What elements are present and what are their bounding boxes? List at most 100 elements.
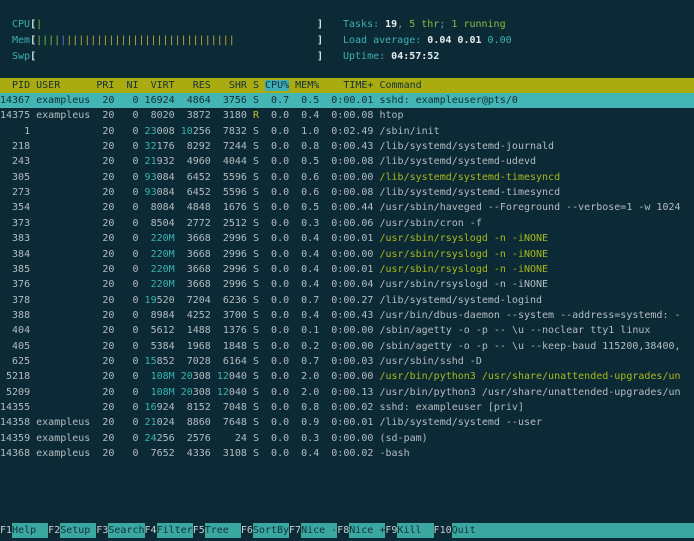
process-row[interactable]: 378 20 0 19520 7204 6236 S 0.0 0.7 0:00.… — [0, 293, 694, 308]
user — [36, 341, 90, 352]
command: /usr/sbin/sshd -D — [379, 355, 482, 367]
process-row-selected[interactable]: 14367 exampleus 20 0 16924 4864 3756 S 0… — [0, 93, 694, 108]
process-row[interactable]: 243 20 0 21932 4960 4044 S 0.0 0.5 0:00.… — [0, 154, 694, 169]
process-row[interactable]: 14358 exampleus 20 0 21024 8860 7648 S 0… — [0, 415, 694, 430]
mem-percent: 0.4 — [295, 309, 320, 321]
virt: 93084 — [145, 172, 175, 183]
res-thousands: 10 — [180, 125, 193, 137]
footer-help-button[interactable]: Help — [12, 523, 49, 538]
cpu-percent: 0.0 — [265, 233, 290, 245]
pid: 305 — [0, 171, 31, 183]
process-row[interactable]: 405 20 0 5384 1968 1848 S 0.0 0.2 0:00.0… — [0, 339, 694, 354]
column-time-header[interactable]: TIME+ — [325, 80, 374, 91]
priority: 20 — [96, 309, 115, 321]
process-row[interactable]: 305 20 0 93084 6452 5596 S 0.0 0.6 0:00.… — [0, 170, 694, 185]
res: 3668 — [180, 248, 211, 260]
user — [36, 233, 90, 244]
virt: 32176 — [145, 141, 175, 152]
column-pri-header[interactable]: PRI — [96, 80, 115, 91]
mem-meter-label: Mem — [12, 35, 31, 46]
shr: 2996 — [216, 263, 247, 275]
column-ni-header[interactable]: NI — [120, 80, 139, 91]
process-row[interactable]: 218 20 0 32176 8292 7244 S 0.0 0.8 0:00.… — [0, 139, 694, 154]
cpu-percent: 0.0 — [265, 386, 290, 398]
column-shr-header[interactable]: SHR — [216, 80, 247, 91]
footer-kill-button[interactable]: Kill — [397, 523, 434, 538]
user — [36, 279, 90, 290]
virt: 220M — [144, 263, 175, 275]
sep: , — [397, 19, 410, 30]
res: 4960 — [180, 156, 211, 168]
state: S — [252, 171, 259, 183]
priority: 20 — [96, 202, 115, 214]
command: sshd: exampleuser@pts/0 — [379, 95, 518, 106]
column-cpu-header[interactable]: CPU% — [265, 80, 290, 91]
cpu-percent: 0.0 — [265, 263, 290, 275]
shr: 2512 — [216, 217, 247, 229]
virt-units: 176 — [156, 141, 175, 153]
column-s-header[interactable]: S — [252, 80, 259, 91]
footer-search-button[interactable]: Search — [108, 523, 145, 538]
process-row[interactable]: 373 20 0 8504 2772 2512 S 0.0 0.3 0:00.0… — [0, 216, 694, 231]
column-user-header[interactable]: USER — [36, 80, 91, 91]
process-row[interactable]: 5209 20 0 108M 20308 12040 S 0.0 2.0 0:0… — [0, 385, 694, 400]
nice: 0 — [120, 248, 139, 260]
process-row[interactable]: 385 20 0 220M 3668 2996 S 0.0 0.4 0:00.0… — [0, 262, 694, 277]
command: -bash — [379, 448, 410, 460]
process-row[interactable]: 354 20 0 8084 4848 1676 S 0.0 0.5 0:00.4… — [0, 200, 694, 215]
cpu-percent: 0.0 — [265, 110, 290, 122]
virt: 93084 — [145, 187, 175, 198]
footer-quit-button[interactable]: Quit — [451, 523, 694, 538]
command: /usr/bin/dbus-daemon --system --address=… — [379, 309, 681, 321]
pid: 384 — [0, 248, 31, 260]
cpu-percent: 0.0 — [265, 156, 290, 168]
bracket: ] — [317, 19, 324, 30]
virt-thousands: 21 — [144, 156, 157, 168]
column-pid-header[interactable]: PID — [0, 80, 31, 91]
user — [36, 325, 90, 336]
function-key-f4: F4 — [144, 525, 157, 536]
virt: 7652 — [144, 448, 175, 460]
process-row[interactable]: 14355 20 0 16924 8152 7048 S 0.0 0.8 0:0… — [0, 400, 694, 415]
uptime-label: Uptime: — [343, 51, 392, 62]
state: S — [252, 386, 259, 398]
process-row[interactable]: 14359 exampleus 20 0 24256 2576 24 S 0.0… — [0, 431, 694, 446]
time: 0:00.00 — [325, 340, 374, 352]
column-command-header[interactable]: Command — [379, 80, 422, 91]
time: 0:00.06 — [325, 217, 374, 229]
process-row[interactable]: 5218 20 0 108M 20308 12040 S 0.0 2.0 0:0… — [0, 369, 694, 384]
process-row[interactable]: 14375 exampleus 20 0 8020 3872 3180 R 0.… — [0, 108, 694, 123]
user: exampleus — [36, 432, 91, 444]
process-row[interactable]: 388 20 0 8984 4252 3700 S 0.0 0.4 0:00.4… — [0, 308, 694, 323]
footer-sortby-button[interactable]: SortBy — [252, 523, 290, 538]
res: 20308 — [181, 371, 211, 382]
sep: ; — [439, 19, 452, 30]
time: 0:00.43 — [325, 309, 374, 321]
state: S — [252, 95, 259, 106]
process-row[interactable]: 384 20 0 220M 3668 2996 S 0.0 0.4 0:00.0… — [0, 247, 694, 262]
footer-nice--button[interactable]: Nice - — [301, 523, 338, 538]
priority: 20 — [96, 187, 115, 199]
process-row[interactable]: 383 20 0 220M 3668 2996 S 0.0 0.4 0:00.0… — [0, 231, 694, 246]
footer-tree-button[interactable]: Tree — [204, 523, 241, 538]
virt: 8504 — [144, 217, 175, 229]
column-mem-header[interactable]: MEM% — [295, 80, 320, 91]
shr: 1376 — [216, 325, 247, 337]
process-row[interactable]: 273 20 0 93084 6452 5596 S 0.0 0.6 0:00.… — [0, 185, 694, 200]
time: 0:00.00 — [325, 171, 374, 183]
process-row[interactable]: 1 20 0 23008 10256 7832 S 0.0 1.0 0:02.4… — [0, 124, 694, 139]
function-key-f1: F1 — [0, 525, 13, 536]
footer-nice--button[interactable]: Nice + — [349, 523, 386, 538]
column-virt-header[interactable]: VIRT — [144, 80, 175, 91]
process-row[interactable]: 404 20 0 5612 1488 1376 S 0.0 0.1 0:00.0… — [0, 323, 694, 338]
process-row[interactable]: 376 20 0 220M 3668 2996 S 0.0 0.4 0:00.0… — [0, 277, 694, 292]
user — [36, 141, 90, 152]
footer-filter-button[interactable]: Filter — [156, 523, 193, 538]
process-row[interactable]: 625 20 0 15852 7028 6164 S 0.0 0.7 0:00.… — [0, 354, 694, 369]
column-header: PID USER PRI NI VIRT RES SHR S CPU% MEM%… — [0, 78, 694, 93]
process-row[interactable]: 14368 exampleus 20 0 7652 4336 3108 S 0.… — [0, 446, 694, 461]
footer-setup-button[interactable]: Setup — [60, 523, 97, 538]
virt: 220M — [144, 233, 175, 245]
function-key-f3: F3 — [96, 525, 109, 536]
column-res-header[interactable]: RES — [180, 80, 211, 91]
